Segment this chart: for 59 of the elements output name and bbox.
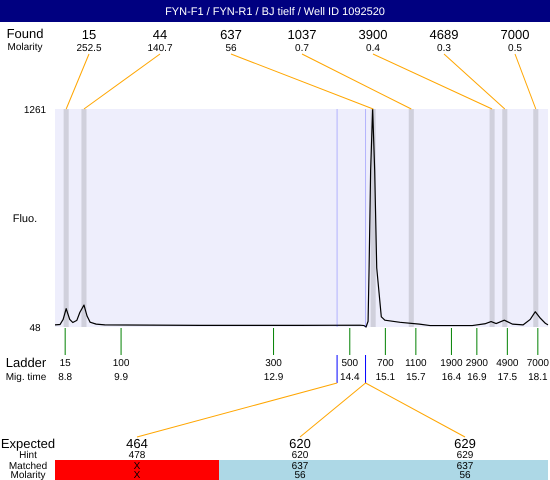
text: 629	[456, 450, 474, 461]
band-label: 3900	[358, 27, 388, 42]
chart-title: FYN-F1 / FYN-R1 / BJ tielf / Well ID 1092520	[165, 6, 385, 18]
text: Hint	[19, 450, 38, 461]
text: 464	[126, 436, 148, 451]
band-label: 637	[220, 27, 242, 42]
annotation: 140.7	[147, 43, 173, 54]
x-tick-label: 16.4	[442, 372, 462, 383]
text: 56	[294, 470, 306, 480]
text: 620	[292, 450, 309, 461]
text: 620	[289, 436, 311, 451]
y-axis-title: Fluo.	[12, 213, 38, 225]
text: Molarity	[7, 42, 43, 53]
band-label: 7000	[500, 27, 530, 42]
band-label: 44	[152, 27, 168, 42]
text: 4900	[496, 358, 519, 369]
x-tick-label: 15.1	[376, 372, 396, 383]
annotation: 252.5	[76, 43, 102, 54]
text: 1100	[405, 358, 428, 369]
text: X	[134, 470, 141, 480]
annotation: 0.3	[437, 43, 452, 54]
text: 700	[377, 358, 394, 369]
text: X	[134, 461, 141, 472]
annotation: 0.5	[508, 43, 522, 54]
x-tick-label: 9.9	[114, 372, 128, 383]
y-tick-label: 48	[29, 323, 41, 334]
y-tick-label: 1261	[24, 105, 47, 116]
text: 637	[456, 461, 474, 472]
text: 500	[341, 358, 359, 369]
line-series	[54, 108, 549, 328]
text: 56	[459, 470, 471, 480]
x-tick-label: 18.1	[528, 372, 548, 383]
x-tick-label: 12.9	[264, 372, 284, 383]
text: 637	[292, 461, 309, 472]
text: 7000	[526, 358, 550, 369]
x-tick-label: 8.8	[58, 372, 73, 383]
text: 15	[60, 358, 72, 369]
x-tick-label: 16.9	[467, 372, 488, 383]
x-tick-label: 15.7	[406, 372, 426, 383]
text: Matched	[8, 461, 48, 472]
text: Ladder	[6, 355, 47, 370]
band-label: 15	[82, 27, 96, 42]
x-tick-label: 17.5	[498, 372, 518, 383]
text: Found	[6, 26, 44, 41]
annotation: 0.4	[366, 43, 380, 54]
x-tick-label: 14.4	[340, 372, 360, 383]
text: Expected	[0, 436, 56, 451]
text: 300	[265, 358, 282, 369]
annotation: 0.7	[295, 43, 310, 54]
text: 629	[454, 436, 476, 451]
band-label: 4689	[430, 27, 458, 42]
text: 1900	[440, 358, 463, 369]
annotation: 56	[225, 43, 237, 54]
x-axis-title: Mig. time	[6, 372, 47, 383]
text: Molarity	[10, 470, 46, 480]
band-label: 1037	[288, 27, 316, 42]
text: 2900	[466, 358, 488, 369]
text: 478	[128, 450, 146, 461]
text: 100	[112, 358, 130, 369]
